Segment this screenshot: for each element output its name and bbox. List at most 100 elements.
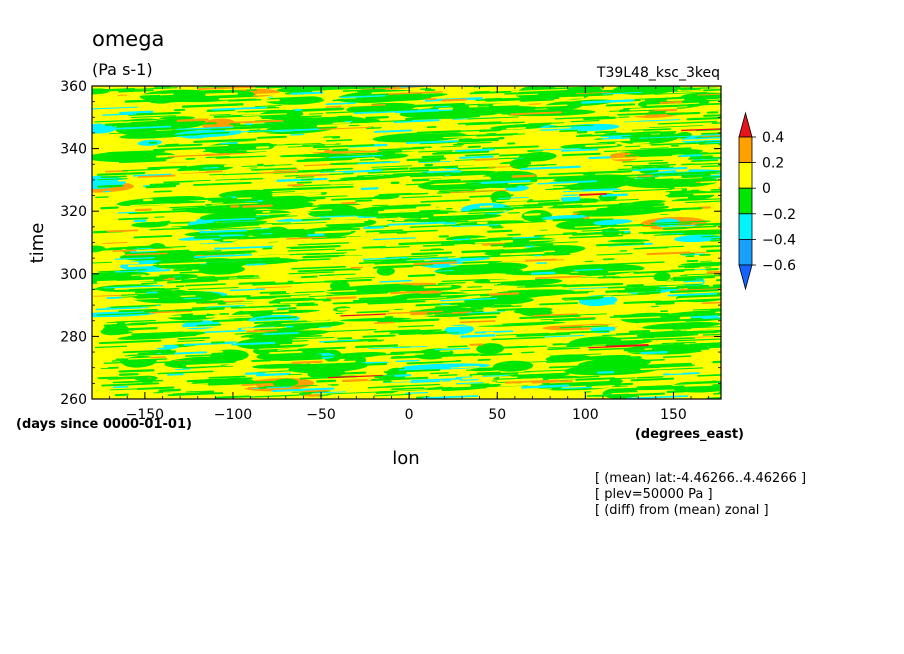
field-streak bbox=[677, 264, 720, 268]
field-streak bbox=[480, 352, 513, 357]
field-streak bbox=[127, 130, 169, 133]
field-streak bbox=[299, 216, 321, 220]
field-streak bbox=[699, 140, 721, 143]
field-streak bbox=[583, 211, 609, 215]
field-streak bbox=[719, 341, 721, 343]
field-streak bbox=[362, 245, 387, 249]
field-streak bbox=[468, 239, 501, 243]
field-streak bbox=[231, 341, 276, 346]
field-streak bbox=[547, 344, 609, 349]
field-streak bbox=[107, 149, 166, 155]
colorbar-label: −0.6 bbox=[762, 258, 796, 274]
field-streak bbox=[670, 268, 695, 272]
field-streak bbox=[95, 88, 136, 92]
field-streak bbox=[302, 158, 336, 162]
field-streak bbox=[247, 259, 307, 264]
field-streak bbox=[170, 201, 206, 204]
field-streak bbox=[189, 196, 233, 201]
field-streak bbox=[621, 130, 644, 133]
field-streak bbox=[626, 281, 679, 284]
field-streak bbox=[125, 252, 168, 256]
y-axis-units: (days since 0000-01-01) bbox=[16, 417, 192, 432]
field-streak bbox=[680, 252, 695, 255]
field-streak bbox=[479, 114, 509, 118]
field-streak bbox=[292, 337, 334, 341]
field-streak bbox=[386, 165, 411, 169]
field-streak bbox=[262, 186, 324, 192]
field-streak bbox=[424, 288, 449, 290]
field-streak bbox=[172, 206, 225, 211]
field-blob bbox=[593, 219, 629, 226]
field-streak bbox=[454, 148, 495, 152]
field-streak bbox=[336, 371, 367, 375]
field-streak bbox=[677, 296, 721, 301]
field-streak bbox=[112, 379, 164, 384]
field-streak bbox=[332, 148, 349, 152]
field-streak bbox=[262, 196, 326, 202]
field-streak bbox=[650, 89, 665, 92]
y-axis: 260 280 300 320 340 360 bbox=[60, 79, 721, 408]
field-streak bbox=[596, 253, 633, 256]
field-streak bbox=[532, 313, 578, 317]
field-streak bbox=[700, 132, 721, 135]
field-streak bbox=[628, 147, 687, 152]
field-streak bbox=[327, 374, 384, 379]
field-streak bbox=[571, 93, 604, 97]
field-streak bbox=[154, 246, 187, 249]
field-streak bbox=[281, 321, 333, 324]
field-streak bbox=[428, 176, 490, 181]
field-streak bbox=[495, 328, 520, 332]
field-streak bbox=[687, 102, 721, 106]
field-streak bbox=[287, 373, 303, 376]
field-streak bbox=[368, 345, 428, 350]
field-streak bbox=[632, 362, 692, 367]
field-streak bbox=[100, 206, 119, 210]
field-streak bbox=[386, 310, 444, 315]
field-streak bbox=[100, 175, 127, 179]
field-streak bbox=[650, 220, 711, 225]
field-streak bbox=[583, 116, 616, 121]
field-streak bbox=[653, 184, 703, 188]
field-blob bbox=[339, 174, 409, 180]
field-streak bbox=[629, 106, 678, 111]
field-streak bbox=[131, 87, 178, 91]
field-streak bbox=[566, 281, 603, 285]
field-streak bbox=[98, 375, 146, 380]
field-streak bbox=[673, 278, 697, 282]
field-streak bbox=[331, 196, 389, 201]
field-streak bbox=[208, 382, 239, 386]
field-streak bbox=[193, 138, 257, 144]
field-streak bbox=[156, 315, 182, 319]
field-streak bbox=[191, 381, 230, 384]
field-streak bbox=[365, 229, 404, 233]
field-streak bbox=[181, 103, 244, 108]
field-streak bbox=[355, 199, 373, 202]
field-streak bbox=[302, 348, 321, 351]
field-streak bbox=[449, 262, 489, 266]
field-streak bbox=[465, 182, 482, 185]
field-streak bbox=[355, 344, 399, 349]
field-streak bbox=[695, 162, 720, 165]
field-streak bbox=[237, 222, 257, 225]
field-streak bbox=[474, 269, 512, 273]
field-streak bbox=[461, 249, 505, 254]
field-streak bbox=[535, 275, 592, 280]
field-streak bbox=[430, 214, 482, 219]
field-streak bbox=[137, 352, 157, 356]
field-streak bbox=[114, 285, 172, 290]
field-streak bbox=[417, 159, 441, 163]
field-streak bbox=[617, 257, 647, 261]
field-streak bbox=[700, 165, 721, 168]
field-streak bbox=[254, 105, 282, 107]
field-streak bbox=[124, 327, 158, 331]
field-streak bbox=[694, 222, 721, 226]
field-streak bbox=[650, 299, 702, 304]
field-streak bbox=[593, 303, 616, 306]
field-streak bbox=[214, 395, 250, 399]
field-streak bbox=[193, 181, 252, 186]
field-streak bbox=[141, 282, 158, 285]
field-streak bbox=[103, 322, 148, 327]
chart-title: omega bbox=[92, 27, 164, 51]
field-blob bbox=[653, 272, 671, 282]
field-streak bbox=[267, 93, 316, 99]
